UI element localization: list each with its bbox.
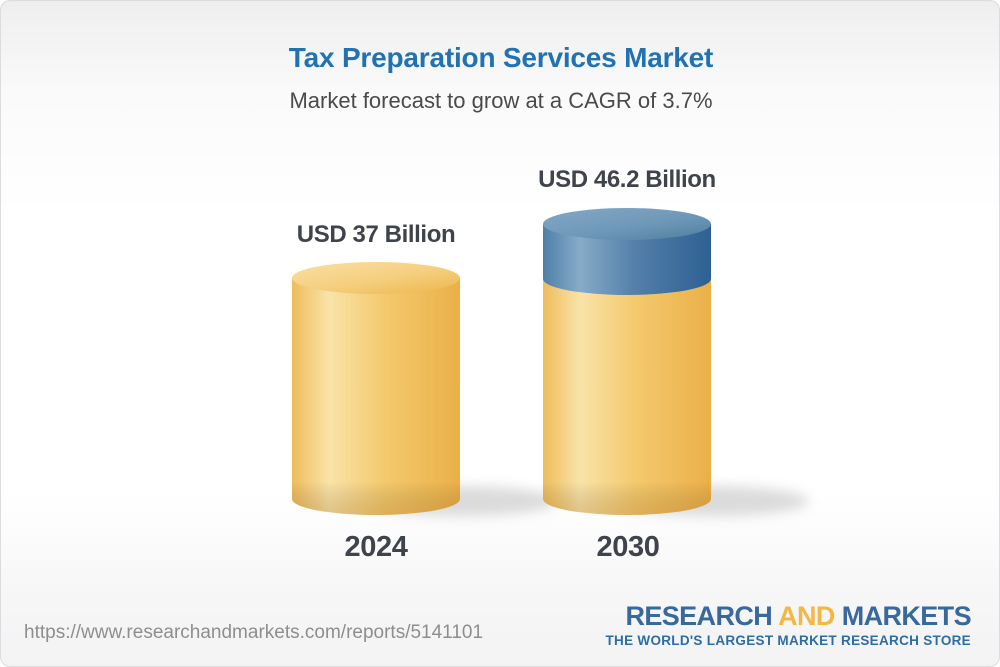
- research-and-markets-logo: RESEARCH AND MARKETS THE WORLD'S LARGEST…: [605, 603, 971, 648]
- value-label-2024: USD 37 Billion: [296, 221, 456, 248]
- cylinder-2024: [292, 262, 460, 515]
- logo-tagline: THE WORLD'S LARGEST MARKET RESEARCH STOR…: [605, 633, 971, 648]
- logo-word-research: RESEARCH: [625, 601, 773, 631]
- category-label-2024: 2024: [344, 531, 408, 563]
- page-subtitle: Market forecast to grow at a CAGR of 3.7…: [289, 88, 713, 113]
- logo-wordmark: RESEARCH AND MARKETS: [605, 603, 971, 630]
- page-title: Tax Preparation Services Market: [288, 42, 714, 73]
- report-url: https://www.researchandmarkets.com/repor…: [24, 622, 484, 643]
- cylinder-2030-growth-segment: [543, 224, 711, 295]
- logo-word-and: AND: [778, 601, 835, 631]
- value-label-2030: USD 46.2 Billion: [538, 166, 716, 193]
- category-label-2030: 2030: [596, 531, 660, 563]
- logo-word-markets: MARKETS: [841, 601, 972, 631]
- cylinder-2030: [543, 208, 711, 515]
